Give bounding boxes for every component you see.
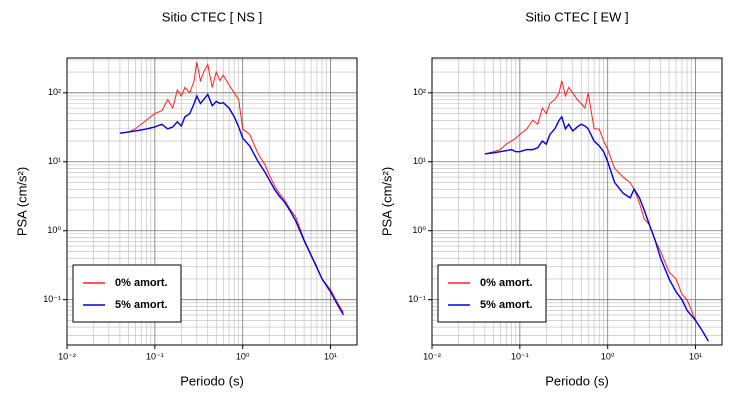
- y-axis-label: PSA (cm/s²): [379, 167, 394, 236]
- x-tick-label: 10⁰: [236, 351, 250, 361]
- y-tick-label: 10⁰: [47, 225, 61, 235]
- legend-label: 0% amort.: [480, 277, 533, 289]
- y-tick-label: 10¹: [48, 156, 61, 166]
- y-axis-label: PSA (cm/s²): [14, 167, 29, 236]
- legend-box: [72, 264, 182, 323]
- x-tick-label: 10¹: [689, 351, 702, 361]
- x-axis-label: Periodo (s): [545, 373, 609, 388]
- plot-frame: [66, 57, 358, 346]
- series-line: [484, 80, 709, 342]
- y-tick-label: 10⁻¹: [43, 294, 61, 304]
- legend-label: 0% amort.: [115, 277, 168, 289]
- y-tick-label: 10⁰: [412, 225, 426, 235]
- x-tick-label: 10⁻²: [58, 351, 76, 361]
- x-tick-label: 10⁻²: [423, 351, 441, 361]
- series-line: [119, 61, 344, 313]
- y-tick-label: 10¹: [413, 156, 426, 166]
- chart-title: Sitio CTEC [ NS ]: [162, 9, 262, 24]
- y-tick-label: 10²: [48, 87, 61, 97]
- x-axis-label: Periodo (s): [180, 373, 244, 388]
- y-tick-label: 10⁻¹: [408, 294, 426, 304]
- x-tick-label: 10⁻¹: [511, 351, 529, 361]
- y-tick-label: 10²: [413, 87, 426, 97]
- legend-label: 5% amort.: [480, 299, 533, 311]
- plot-frame: [431, 57, 723, 346]
- x-tick-label: 10⁰: [601, 351, 615, 361]
- series-line: [484, 115, 709, 342]
- x-tick-label: 10⁻¹: [146, 351, 164, 361]
- legend-box: [437, 264, 547, 323]
- series-line: [119, 92, 344, 316]
- chart-title: Sitio CTEC [ EW ]: [525, 9, 628, 24]
- legend-label: 5% amort.: [115, 299, 168, 311]
- x-tick-label: 10¹: [324, 351, 337, 361]
